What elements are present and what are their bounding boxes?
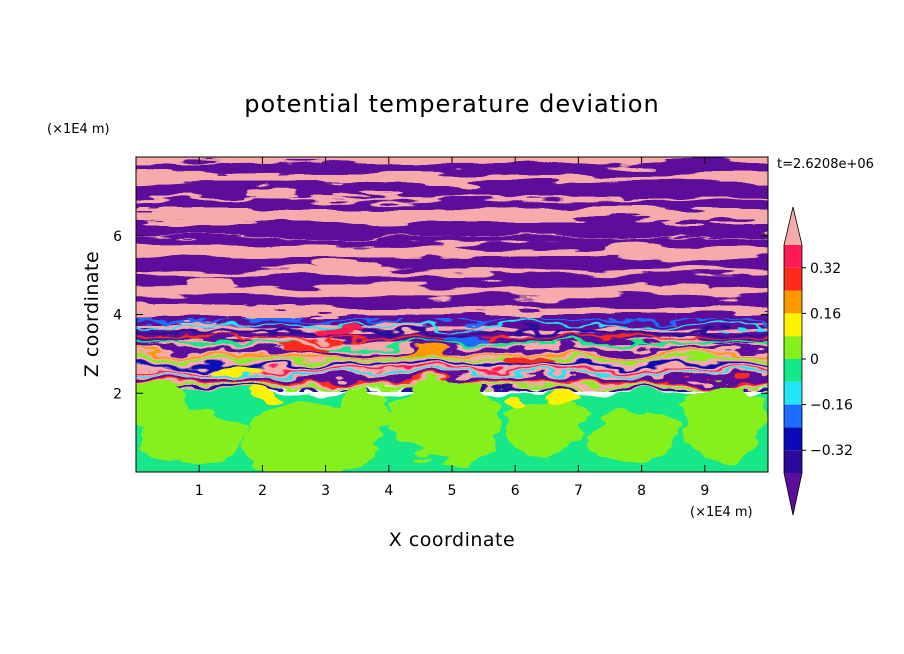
chart-title: potential temperature deviation	[244, 90, 659, 118]
mixing-streak	[136, 330, 768, 334]
y-axis-label: Z coordinate	[81, 251, 103, 377]
colorbar-segment	[784, 290, 802, 314]
pink-patch	[658, 280, 713, 293]
colorbar-segment	[784, 450, 802, 473]
mixing-blob	[318, 326, 371, 335]
purple-band	[136, 237, 768, 247]
lime-cell	[390, 380, 501, 461]
time-label: t=2.6208e+06	[777, 157, 874, 172]
colorbar-segment	[784, 404, 802, 428]
purple-band	[136, 162, 768, 174]
colorbar-tick-label: 0	[810, 352, 819, 368]
purple-band	[136, 182, 768, 198]
mixing-streak	[136, 318, 768, 321]
mixing-streak	[136, 373, 768, 376]
purple-band	[136, 296, 768, 308]
y-tick-label: 6	[113, 229, 122, 245]
colorbar-extend-low	[784, 473, 802, 515]
colorbar-tick-label: −0.32	[810, 443, 853, 459]
colorbar-segment	[784, 313, 802, 337]
purple-band	[136, 200, 768, 209]
mixing-blob	[280, 342, 333, 350]
colorbar-tick-label: 0.32	[810, 261, 841, 277]
lime-cell	[590, 411, 681, 462]
x-tick-label: 8	[637, 483, 646, 499]
mixing-streak	[136, 347, 768, 352]
lime-cell	[506, 398, 587, 459]
pink-patch	[456, 206, 523, 219]
mixing-streak	[136, 353, 768, 356]
x-tick-label: 7	[574, 483, 583, 499]
x-axis-ticks: 1 2 3 4 5 6 7 8 9	[195, 157, 709, 499]
lime-cell	[136, 384, 185, 434]
y-axis-unit: (×1E4 m)	[47, 122, 110, 137]
colorbar-segment	[784, 267, 802, 291]
mixing-streak	[136, 363, 768, 367]
y-tick-label: 2	[113, 386, 122, 402]
colorbar-segment	[784, 245, 802, 268]
pink-patch	[314, 261, 387, 274]
field-area	[136, 157, 768, 472]
purple-band	[136, 257, 768, 270]
yellow-spot	[256, 391, 281, 404]
x-tick-label: 5	[448, 483, 457, 499]
mixing-streak	[136, 369, 768, 372]
colorbar: 0.32 0.16 0 −0.16 −0.32	[783, 206, 853, 516]
purple-band	[136, 275, 768, 287]
lower-layer-field	[136, 380, 768, 472]
pink-patch	[187, 277, 236, 289]
pink-patch	[604, 241, 653, 254]
x-tick-label: 3	[321, 483, 330, 499]
yellow-spot	[547, 391, 572, 404]
x-tick-label: 4	[384, 483, 393, 499]
colorbar-extend-high	[784, 207, 802, 245]
y-axis-ticks: 2 4 6	[113, 229, 768, 402]
mixing-streak	[136, 357, 768, 361]
colorbar-segment	[784, 336, 802, 359]
x-tick-label: 1	[195, 483, 204, 499]
yellow-spot	[503, 399, 528, 412]
x-tick-label: 6	[511, 483, 520, 499]
mixing-blob	[211, 365, 264, 374]
y-tick-label: 4	[113, 308, 122, 324]
colorbar-outline	[783, 206, 803, 516]
pink-patch	[248, 186, 303, 199]
x-tick-label: 9	[700, 483, 709, 499]
lime-cell	[333, 387, 394, 438]
mixing-streak	[136, 377, 768, 382]
mixing-blob	[501, 357, 554, 366]
x-axis-label: X coordinate	[389, 529, 515, 551]
mixing-streak	[136, 342, 768, 346]
colorbar-segment	[784, 359, 802, 382]
colorbar-segment	[784, 427, 802, 451]
colorbar-tick-label: 0.16	[810, 306, 841, 322]
mixing-blob	[400, 349, 453, 358]
purple-band	[136, 221, 768, 237]
mixing-blob	[438, 334, 491, 343]
x-axis-unit: (×1E4 m)	[690, 505, 753, 520]
lime-cell	[683, 380, 764, 461]
colorbar-tick-label: −0.16	[810, 398, 853, 414]
x-tick-label: 2	[258, 483, 267, 499]
mixing-streak	[136, 324, 768, 327]
colorbar-segment	[784, 381, 802, 405]
